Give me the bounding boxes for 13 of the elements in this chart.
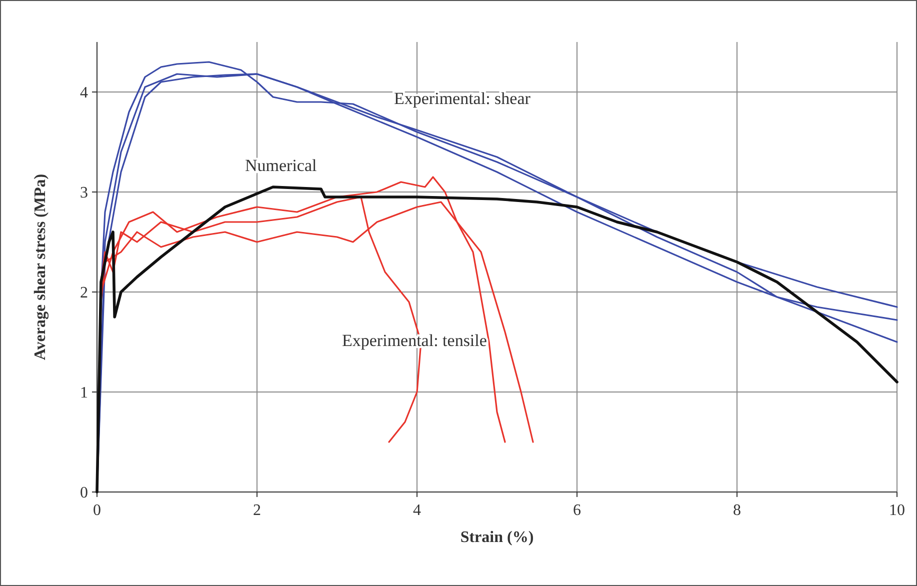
x-tick-label: 0 [93,502,101,519]
y-axis-title: Average shear stress (MPa) [32,174,49,360]
y-tick-label: 4 [80,84,88,102]
y-tick-label: 2 [80,284,88,302]
x-tick-label: 6 [573,502,581,519]
x-tick-label: 4 [413,502,421,519]
x-tick-label: 10 [889,502,905,519]
y-tick-label: 3 [80,184,88,202]
x-tick-label: 2 [253,502,261,519]
y-tick-label: 1 [80,384,88,402]
x-tick-label: 8 [733,502,741,519]
y-tick-label: 0 [80,484,88,502]
x-axis-title: Strain (%) [460,529,534,546]
